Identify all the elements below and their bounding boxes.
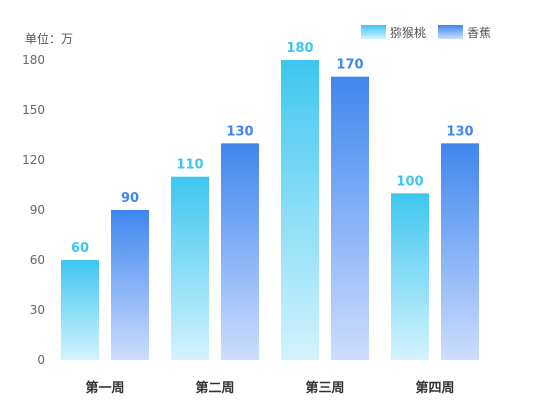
- y-tick-label: 90: [30, 203, 45, 217]
- bar-香蕉-第一周: [111, 210, 149, 360]
- y-tick-label: 60: [30, 253, 45, 267]
- y-tick-label: 30: [30, 303, 45, 317]
- value-label: 170: [336, 58, 363, 73]
- bars: [61, 60, 479, 361]
- y-axis: 0 30 60 90 120 150 180: [22, 53, 45, 367]
- x-tick-label: 第三周: [305, 380, 344, 396]
- x-tick-label: 第一周: [85, 380, 124, 396]
- y-tick-label: 180: [22, 53, 45, 67]
- unit-label: 单位：万: [25, 31, 73, 46]
- legend: 猕猴桃 香蕉: [361, 25, 491, 40]
- x-tick-label: 第四周: [415, 380, 454, 396]
- bar-香蕉-第三周: [331, 76, 369, 361]
- legend-swatch: [361, 25, 386, 39]
- bar-香蕉-第二周: [221, 143, 259, 360]
- legend-item[interactable]: 猕猴桃: [361, 25, 426, 40]
- bar-猕猴桃-第一周: [61, 260, 99, 360]
- x-tick-label: 第二周: [195, 380, 234, 396]
- legend-swatch: [438, 25, 463, 39]
- value-label: 110: [176, 158, 203, 173]
- y-tick-label: 120: [22, 153, 45, 167]
- legend-label: 猕猴桃: [390, 25, 426, 40]
- bar-猕猴桃-第二周: [171, 176, 209, 360]
- y-tick-label: 0: [37, 353, 45, 367]
- legend-item[interactable]: 香蕉: [438, 25, 491, 40]
- y-tick-label: 150: [22, 103, 45, 117]
- legend-label: 香蕉: [467, 26, 491, 40]
- value-label: 130: [446, 124, 473, 139]
- value-label: 180: [286, 41, 313, 56]
- bar-猕猴桃-第四周: [391, 193, 429, 360]
- value-label: 60: [71, 241, 89, 256]
- bar-香蕉-第四周: [441, 143, 479, 360]
- value-label: 90: [121, 191, 139, 206]
- value-label: 100: [396, 174, 423, 189]
- value-label: 130: [226, 124, 253, 139]
- bar-猕猴桃-第三周: [281, 60, 319, 360]
- x-axis: 第一周 第二周 第三周 第四周: [85, 380, 454, 396]
- value-labels: 60 90 110 130 180 170 100 130: [71, 41, 474, 256]
